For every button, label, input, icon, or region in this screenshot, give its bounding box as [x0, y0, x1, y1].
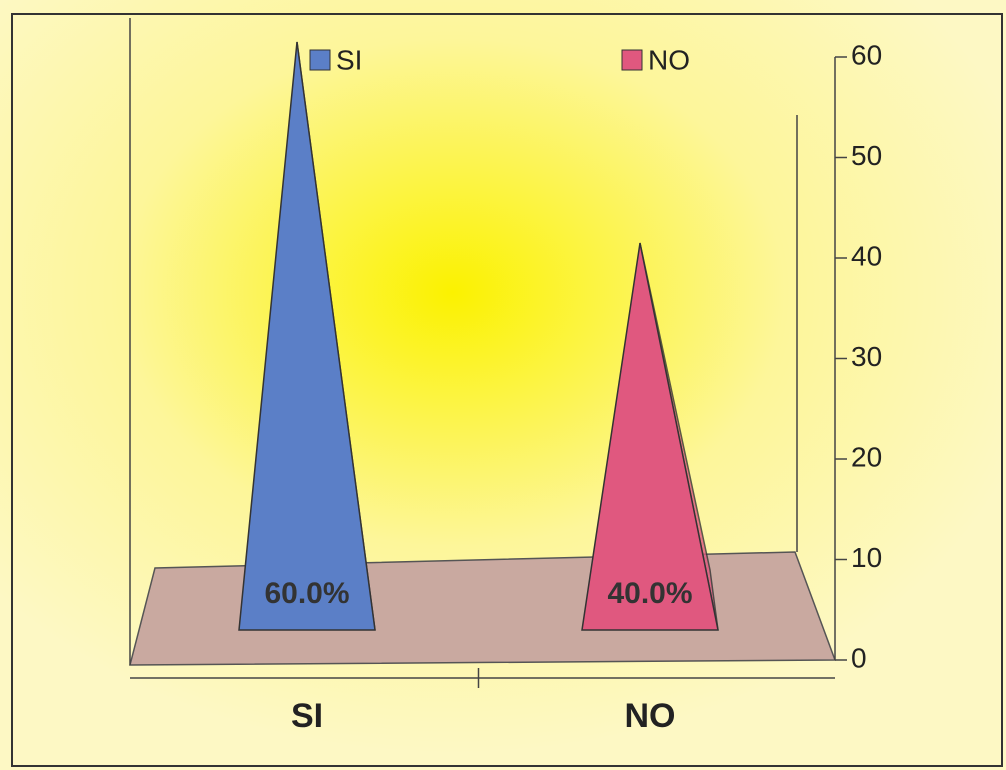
y-tick-label: 0 [851, 642, 867, 673]
y-tick-label: 60 [851, 39, 882, 70]
legend-swatch [621, 49, 643, 71]
value-label: 60.0% [264, 577, 349, 610]
y-tick-label: 20 [851, 441, 882, 472]
y-tick-label: 40 [851, 240, 882, 271]
frame [11, 13, 1003, 767]
legend-label: NO [648, 44, 690, 75]
value-label: 40.0% [607, 577, 692, 610]
x-tick-label: NO [625, 697, 676, 735]
y-tick-label: 50 [851, 140, 882, 171]
legend-swatch [309, 49, 331, 71]
pyramid-front [238, 41, 376, 631]
legend-label: SI [336, 44, 362, 75]
floor [129, 551, 837, 666]
pyramid-front [581, 242, 719, 631]
y-tick-label: 30 [851, 341, 882, 372]
y-tick-label: 10 [851, 542, 882, 573]
x-tick-label: SI [291, 697, 323, 735]
